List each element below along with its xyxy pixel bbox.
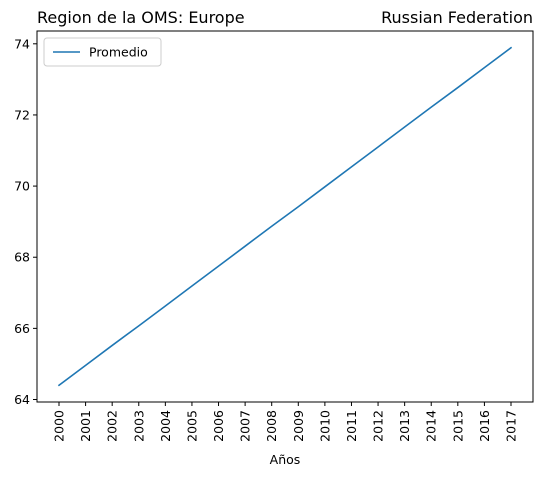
y-tick-label: 66: [14, 321, 30, 336]
y-axis-ticks: 64 66 68 70 72 74: [14, 36, 37, 407]
x-tick-label: 2015: [450, 410, 465, 442]
legend-box: [43, 37, 162, 67]
y-tick-label: 72: [14, 107, 30, 122]
x-tick-label: 2007: [238, 410, 253, 442]
chart-title: Region de la OMS: Europe: [37, 8, 245, 27]
plot-frame: [36, 30, 534, 403]
plot-area: [36, 30, 534, 403]
x-tick-label: 2010: [317, 410, 332, 442]
x-tick-label: 2011: [344, 410, 359, 442]
x-tick-label: 2012: [371, 410, 386, 442]
y-tick-label: 74: [14, 36, 30, 51]
series-layer: [57, 46, 513, 387]
legend: Promedio: [43, 37, 162, 67]
x-tick-label: 2006: [211, 410, 226, 442]
x-tick-label: 2014: [424, 410, 439, 442]
y-tick-label: 70: [14, 179, 30, 194]
x-tick-label: 2004: [158, 410, 173, 442]
x-tick-label: 2009: [291, 410, 306, 442]
x-tick-label: 2001: [78, 410, 93, 442]
x-tick-label: 2017: [504, 410, 519, 442]
x-axis-label: Años: [270, 452, 301, 467]
x-tick-label: 2003: [131, 410, 146, 442]
y-tick-label: 68: [14, 250, 30, 265]
chart-subtitle: Russian Federation: [381, 8, 533, 27]
x-tick-label: 2008: [264, 410, 279, 442]
x-tick-label: 2005: [184, 410, 199, 442]
x-tick-label: 2000: [52, 410, 67, 442]
y-tick-label: 64: [14, 392, 30, 407]
series-line: [57, 46, 513, 387]
x-tick-label: 2013: [397, 410, 412, 442]
x-tick-label: 2002: [105, 410, 120, 442]
legend-label: Promedio: [89, 45, 148, 60]
x-axis-ticks: 2000 2001 2002 2003 2004 2005 2006 2007 2008 2009…: [52, 402, 519, 442]
x-tick-label: 2016: [477, 410, 492, 442]
